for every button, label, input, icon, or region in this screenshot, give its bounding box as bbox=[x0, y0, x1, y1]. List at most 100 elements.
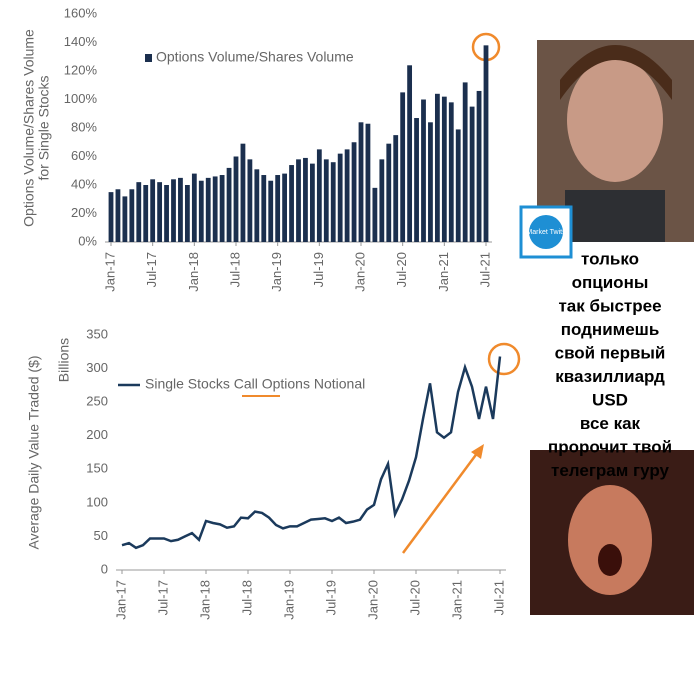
bar bbox=[143, 185, 149, 242]
bar bbox=[393, 135, 399, 242]
x-tick-label: Jul-21 bbox=[491, 580, 506, 615]
bar bbox=[469, 106, 475, 242]
bar bbox=[483, 45, 489, 242]
y-tick-label: 350 bbox=[86, 326, 108, 341]
y-tick-label: 300 bbox=[86, 360, 108, 375]
bar bbox=[233, 156, 239, 242]
bar bbox=[150, 179, 156, 242]
x-tick-label: Jul-19 bbox=[323, 580, 338, 615]
caption-line: пророчит твой bbox=[548, 437, 672, 456]
bar bbox=[178, 177, 183, 242]
bar bbox=[309, 163, 315, 242]
bar bbox=[164, 185, 169, 242]
hair bbox=[560, 45, 672, 100]
caption-line: квазиллиард bbox=[555, 367, 665, 386]
x-tick-label: Jan-17 bbox=[102, 252, 117, 292]
face bbox=[567, 58, 663, 182]
x-tick-label: Jan-17 bbox=[113, 580, 128, 620]
shirt bbox=[565, 190, 665, 242]
bar bbox=[115, 189, 121, 242]
y-tick-label: 160% bbox=[64, 5, 98, 20]
caption-line: поднимешь bbox=[561, 320, 660, 339]
bar bbox=[455, 129, 461, 242]
x-tick-label: Jan-19 bbox=[281, 580, 296, 620]
bar bbox=[365, 123, 371, 242]
bar bbox=[421, 99, 426, 242]
y-tick-label: 60% bbox=[71, 148, 97, 163]
bar bbox=[184, 185, 190, 242]
caption-line: так быстрее bbox=[558, 296, 661, 315]
bar bbox=[462, 82, 468, 243]
y-tick-label: 0% bbox=[78, 233, 97, 248]
bar bbox=[434, 93, 440, 242]
bar bbox=[330, 162, 336, 242]
x-tick-label: Jul-19 bbox=[311, 252, 326, 287]
y-tick-label: 250 bbox=[86, 394, 108, 409]
caption-line: телеграм гуру bbox=[551, 461, 669, 480]
bar bbox=[407, 65, 413, 242]
bar bbox=[358, 122, 364, 242]
bar bbox=[379, 159, 385, 242]
y-axis-label: for Single Stocks bbox=[36, 75, 52, 180]
y-tick-label: 50 bbox=[94, 528, 108, 543]
line bbox=[121, 356, 502, 550]
caption: только опционы так быстрее поднимешь свой пе… bbox=[548, 249, 672, 480]
bar bbox=[254, 169, 260, 242]
bar bbox=[219, 175, 225, 242]
bar bbox=[296, 159, 301, 242]
bar bbox=[171, 179, 176, 242]
caption-line: USD bbox=[592, 390, 628, 409]
mouth bbox=[598, 544, 622, 576]
legend-label: Options Volume/Shares Volume bbox=[156, 49, 354, 65]
y-tick-label: 150 bbox=[86, 461, 108, 476]
x-tick-label: Jan-20 bbox=[365, 580, 380, 620]
bar bbox=[212, 176, 218, 242]
x-tick-label: Jan-18 bbox=[186, 252, 201, 292]
y-tick-label: 200 bbox=[86, 427, 108, 442]
bar bbox=[226, 167, 232, 242]
logo-circle bbox=[529, 215, 563, 249]
bar bbox=[386, 143, 392, 242]
x-tick-label: Jan-19 bbox=[269, 252, 284, 292]
bar bbox=[476, 90, 482, 242]
x-tick-label: Jan-21 bbox=[436, 252, 451, 292]
y-tick-label: 80% bbox=[71, 119, 97, 134]
caption-line: опционы bbox=[572, 273, 649, 292]
y-axis-label: Average Daily Value Traded ($) bbox=[26, 355, 42, 549]
bar bbox=[240, 143, 246, 242]
bar bbox=[205, 177, 211, 242]
bar bbox=[275, 175, 281, 242]
y-tick-label: 120% bbox=[64, 62, 98, 77]
face2 bbox=[568, 485, 652, 595]
bar bbox=[303, 157, 308, 242]
bar bbox=[344, 149, 350, 242]
bar bbox=[191, 173, 197, 242]
y-tick-label: 0 bbox=[101, 561, 108, 576]
bar bbox=[129, 189, 135, 242]
arrow-head bbox=[471, 444, 484, 459]
bar bbox=[108, 192, 114, 242]
x-tick-label: Jul-18 bbox=[227, 252, 242, 287]
x-tick-label: Jul-20 bbox=[407, 580, 422, 615]
y-axis-label: Options Volume/Shares Volume bbox=[21, 29, 37, 227]
caption-line: все как bbox=[580, 414, 641, 433]
x-tick-label: Jan-20 bbox=[352, 252, 367, 292]
highlight-circle bbox=[487, 342, 521, 376]
x-tick-label: Jul-17 bbox=[144, 252, 159, 287]
y-tick-label: 100 bbox=[86, 494, 108, 509]
bar bbox=[428, 122, 433, 242]
y-unit: Billions bbox=[56, 338, 72, 382]
bar bbox=[337, 153, 343, 242]
bar bbox=[157, 182, 163, 242]
bar bbox=[316, 149, 322, 242]
bar bbox=[261, 175, 267, 242]
arrow bbox=[401, 451, 480, 554]
bar bbox=[448, 102, 454, 242]
bar bbox=[414, 118, 419, 242]
bar bbox=[351, 142, 357, 242]
x-tick-label: Jan-18 bbox=[197, 580, 212, 620]
x-tick-label: Jul-17 bbox=[155, 580, 170, 615]
logo-text: Market Twits bbox=[526, 229, 566, 236]
bar bbox=[323, 159, 329, 242]
